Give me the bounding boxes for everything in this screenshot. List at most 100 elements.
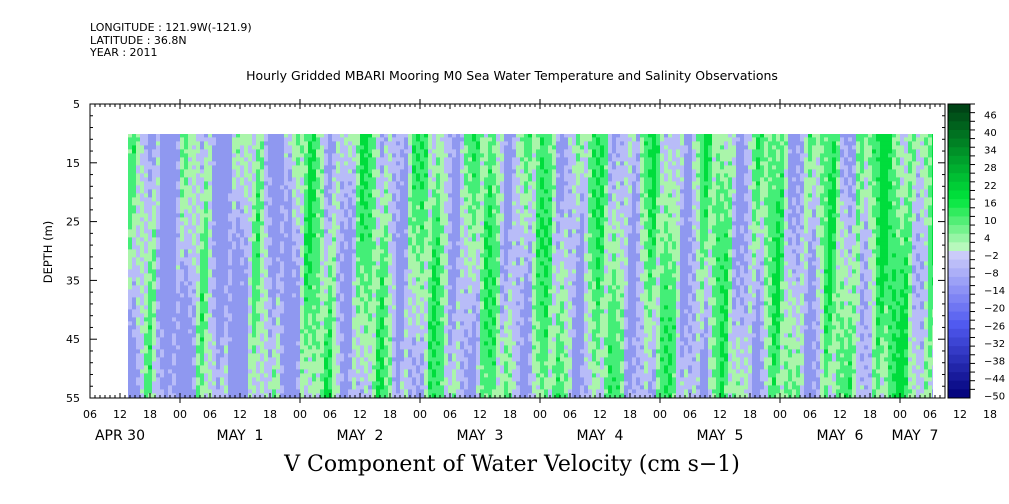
heatmap-cell bbox=[244, 337, 249, 342]
heatmap-cell bbox=[328, 137, 333, 142]
heatmap-cell bbox=[392, 165, 397, 170]
heatmap-cell bbox=[304, 333, 309, 338]
heatmap-cell bbox=[244, 369, 249, 374]
heatmap-cell bbox=[320, 385, 325, 390]
heatmap-cell bbox=[348, 253, 353, 258]
heatmap-cell bbox=[316, 337, 321, 342]
heatmap-cell bbox=[284, 185, 289, 190]
heatmap-cell bbox=[196, 305, 201, 310]
heatmap-cell bbox=[196, 361, 201, 366]
heatmap-cell bbox=[392, 281, 397, 286]
heatmap-cell bbox=[136, 193, 141, 198]
heatmap-cell bbox=[264, 373, 269, 378]
heatmap-cell bbox=[200, 217, 205, 222]
heatmap-cell bbox=[264, 157, 269, 162]
heatmap-cell bbox=[368, 161, 373, 166]
heatmap-cell bbox=[256, 245, 261, 250]
heatmap-cell bbox=[272, 185, 277, 190]
heatmap-cell bbox=[280, 169, 285, 174]
heatmap-cell bbox=[304, 189, 309, 194]
heatmap-cell bbox=[408, 281, 413, 286]
heatmap-cell bbox=[172, 145, 177, 150]
heatmap-cell bbox=[412, 245, 417, 250]
heatmap-cell bbox=[340, 325, 345, 330]
heatmap-cell bbox=[356, 205, 361, 210]
heatmap-cell bbox=[372, 353, 377, 358]
heatmap-cell bbox=[384, 205, 389, 210]
heatmap-cell bbox=[348, 373, 353, 378]
heatmap-cell bbox=[224, 225, 229, 230]
heatmap-cell bbox=[328, 289, 333, 294]
heatmap-cell bbox=[164, 385, 169, 390]
heatmap-cell bbox=[424, 201, 429, 206]
heatmap-cell bbox=[200, 201, 205, 206]
heatmap-cell bbox=[244, 253, 249, 258]
heatmap-cell bbox=[312, 273, 317, 278]
heatmap-cell bbox=[360, 161, 365, 166]
heatmap-cell bbox=[200, 369, 205, 374]
heatmap-cell bbox=[360, 285, 365, 290]
heatmap-cell bbox=[344, 317, 349, 322]
heatmap-cell bbox=[324, 205, 329, 210]
heatmap-cell bbox=[388, 241, 393, 246]
heatmap-cell bbox=[312, 134, 317, 138]
heatmap-cell bbox=[164, 193, 169, 198]
heatmap-cell bbox=[224, 305, 229, 310]
heatmap-cell bbox=[208, 293, 213, 298]
heatmap-cell bbox=[228, 265, 233, 270]
heatmap-cell bbox=[380, 293, 385, 298]
heatmap-cell bbox=[236, 149, 241, 154]
heatmap-cell bbox=[424, 265, 429, 270]
heatmap-cell bbox=[296, 337, 301, 342]
heatmap-cell bbox=[260, 213, 265, 218]
heatmap-cell bbox=[244, 201, 249, 206]
heatmap-cell bbox=[360, 153, 365, 158]
heatmap-cell bbox=[400, 325, 405, 330]
heatmap-cell bbox=[400, 377, 405, 382]
heatmap-cell bbox=[272, 225, 277, 230]
heatmap-cell bbox=[152, 181, 157, 186]
heatmap-cell bbox=[416, 134, 421, 138]
heatmap-cell bbox=[224, 333, 229, 338]
heatmap-cell bbox=[224, 393, 229, 398]
heatmap-cell bbox=[232, 281, 237, 286]
heatmap-cell bbox=[260, 137, 265, 142]
heatmap-cell bbox=[180, 277, 185, 282]
heatmap-cell bbox=[136, 253, 141, 258]
heatmap-cell bbox=[372, 285, 377, 290]
heatmap-cell bbox=[200, 357, 205, 362]
heatmap-cell bbox=[252, 365, 257, 370]
heatmap-cell bbox=[356, 225, 361, 230]
heatmap-cell bbox=[376, 289, 381, 294]
heatmap-cell bbox=[420, 301, 425, 306]
heatmap-cell bbox=[292, 337, 297, 342]
heatmap-cell bbox=[292, 301, 297, 306]
heatmap-cell bbox=[256, 134, 261, 138]
heatmap-cell bbox=[408, 321, 413, 326]
heatmap-cell bbox=[208, 357, 213, 362]
heatmap-cell bbox=[348, 325, 353, 330]
heatmap-cell bbox=[344, 337, 349, 342]
heatmap-cell bbox=[232, 273, 237, 278]
heatmap-cell bbox=[288, 185, 293, 190]
heatmap-cell bbox=[148, 165, 153, 170]
heatmap-cell bbox=[316, 181, 321, 186]
heatmap-cell bbox=[192, 217, 197, 222]
heatmap-cell bbox=[412, 329, 417, 334]
heatmap-cell bbox=[348, 281, 353, 286]
heatmap-cell bbox=[240, 297, 245, 302]
heatmap-cell bbox=[356, 134, 361, 138]
heatmap-cell bbox=[248, 237, 253, 242]
heatmap-cell bbox=[256, 185, 261, 190]
heatmap-cell bbox=[268, 233, 273, 238]
heatmap-cell bbox=[288, 373, 293, 378]
heatmap-cell bbox=[404, 381, 409, 386]
heatmap-cell bbox=[348, 361, 353, 366]
heatmap-cell bbox=[168, 277, 173, 282]
heatmap-cell bbox=[276, 237, 281, 242]
heatmap-cell bbox=[372, 377, 377, 382]
heatmap-cell bbox=[348, 385, 353, 390]
heatmap-cell bbox=[128, 301, 133, 306]
heatmap-cell bbox=[208, 305, 213, 310]
heatmap-cell bbox=[168, 213, 173, 218]
